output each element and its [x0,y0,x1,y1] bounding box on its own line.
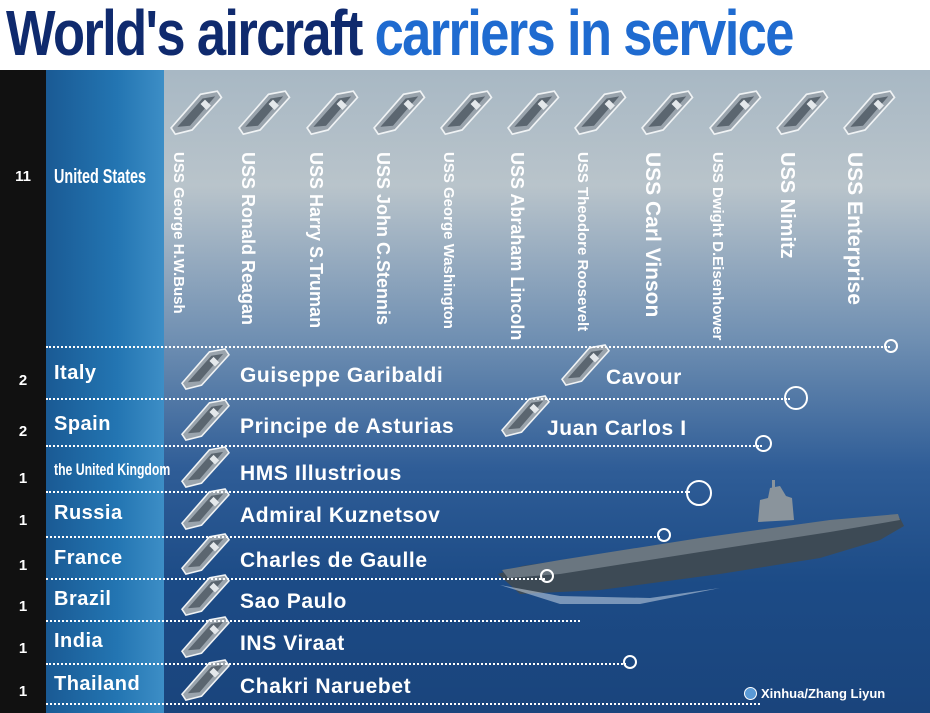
us-carrier-name: USS Abraham Lincoln [507,152,527,341]
country-india: India [54,630,104,652]
bubble-marker [657,528,671,542]
us-carrier-icon [574,90,627,136]
us-carrier-icon [776,90,829,136]
bubble-marker [884,339,898,353]
carrier-deck [502,514,900,578]
row-divider [46,620,580,622]
us-carrier-icon [170,90,223,136]
row-divider [46,663,626,665]
credit-line: Xinhua/Zhang Liyun [744,686,885,701]
carrier-icon [561,344,610,386]
us-carrier-icon [507,90,560,136]
chart-title-part1: World's aircraft [6,0,363,69]
us-carrier-name: USS George H.W.Bush [170,152,187,314]
us-carrier-name: USS Nimitz [776,152,798,259]
count-russia: 1 [18,512,28,529]
count-thailand: 1 [18,683,28,700]
carrier-name: INS Viraat [240,632,345,655]
count-spain: 2 [18,423,28,440]
us-carrier-icon [709,90,762,136]
us-carrier-icon [238,90,291,136]
carrier-mast [772,480,775,490]
carrier-name: Chakri Naruebet [240,675,412,698]
bubble-marker [784,386,808,410]
carrier-name: HMS Illustrious [240,462,402,485]
carrier-island [758,486,794,522]
country-thailand: Thailand [54,673,141,695]
count-column [0,70,46,713]
bubble-marker [540,569,554,583]
bubble-marker [686,480,712,506]
us-carrier-icon [306,90,359,136]
carrier-wake [500,585,720,604]
us-carrier-icon [641,90,694,136]
us-carrier-name: USS Theodore Roosevelt [574,152,591,332]
country-brazil: Brazil [54,588,112,610]
carrier-icon [181,399,230,441]
chart-title: World's aircraft carriers in service [6,0,795,70]
carrier-icon [181,348,230,390]
row-divider [46,398,790,400]
country-italy: Italy [54,362,97,384]
carrier-name: Principe de Asturias [240,415,455,438]
country-the-united-kingdom: the United Kingdom [54,460,171,479]
carrier-icon [181,488,230,530]
country-column [46,70,164,713]
carrier-photo [498,480,904,604]
carrier-name: Juan Carlos I [547,417,687,440]
carrier-name: Cavour [606,366,682,389]
bubble-marker [755,435,772,452]
us-carrier-name: USS Enterprise [843,152,866,305]
country-united-states: United States [54,166,147,188]
row-divider [46,445,762,447]
row-divider [46,491,690,493]
row-divider [46,536,660,538]
credit-text: Xinhua/Zhang Liyun [761,686,886,701]
carrier-icon [501,395,550,437]
row-divider [46,578,545,580]
us-carrier-name: USS George Washington [440,152,457,329]
chart-title-part2: carriers in service [374,0,795,69]
us-carrier-icon [843,90,896,136]
count-france: 1 [18,557,28,574]
us-carrier-icon [440,90,493,136]
carrier-icon [181,533,230,575]
xinhua-logo-icon [744,687,757,700]
us-carrier-name: USS John C.Stennis [373,152,393,326]
carrier-name: Admiral Kuznetsov [240,504,441,527]
carrier-name: Guiseppe Garibaldi [240,364,444,387]
count-italy: 2 [18,372,28,389]
carrier-name: Charles de Gaulle [240,549,428,572]
country-russia: Russia [54,502,123,524]
carrier-name: Sao Paulo [240,590,347,613]
us-carrier-name: USS Ronald Reagan [238,152,258,326]
carrier-hull [498,518,904,594]
country-france: France [54,547,123,569]
us-carrier-icon [373,90,426,136]
count-india: 1 [18,640,28,657]
us-carrier-name: USS Harry S.Truman [306,152,326,329]
count-brazil: 1 [18,598,28,615]
carrier-icon [181,446,230,488]
country-spain: Spain [54,413,111,435]
row-divider [46,346,890,348]
count-united-states: 11 [15,168,31,185]
row-divider [46,703,760,705]
bubble-marker [623,655,637,669]
us-carrier-name: USS Dwight D.Eisenhower [709,152,726,341]
sea-background [164,70,930,713]
us-carrier-name: USS Carl Vinson [641,152,664,318]
count-the-united-kingdom: 1 [18,470,28,487]
